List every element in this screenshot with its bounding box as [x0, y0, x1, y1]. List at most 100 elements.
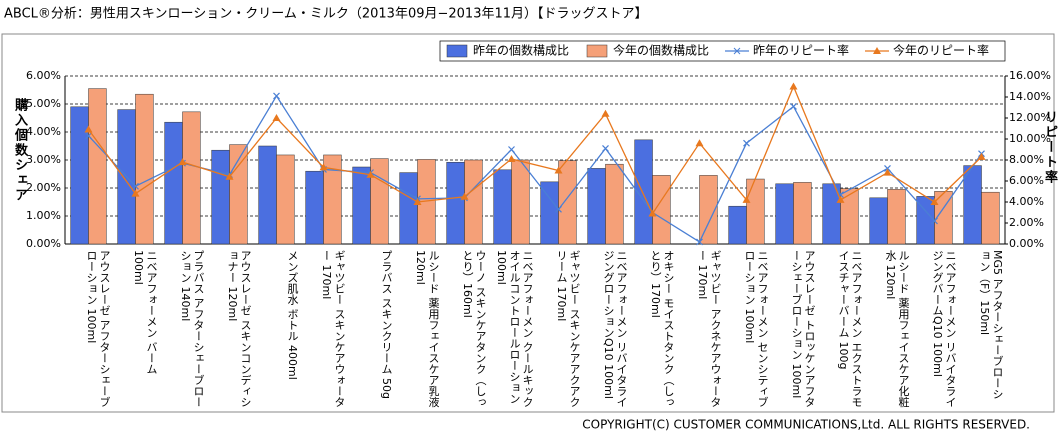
marker: [789, 82, 798, 90]
bar: [211, 149, 230, 245]
bar: [493, 169, 512, 245]
x-tick-label: オキシー モイストタンク（しっとり）170ml: [649, 250, 675, 408]
legend-swatch: [586, 44, 608, 58]
marker: [319, 163, 328, 171]
legend-marker: [733, 47, 741, 55]
bar: [746, 178, 765, 245]
y2-tick-label: 10.00%: [1009, 132, 1051, 145]
bar: [728, 205, 747, 245]
y-tick-label: 3.00%: [26, 153, 61, 166]
legend-marker: [873, 47, 881, 54]
legend-box: [439, 40, 1006, 62]
bar: [605, 163, 624, 245]
y2-axis-label: リピート率: [1042, 110, 1057, 185]
bar: [869, 197, 888, 245]
y-tick-label: 1.00%: [26, 209, 61, 222]
marker: [272, 114, 281, 121]
x-tick-label: プラバス アフターシェーブローション 140ml: [179, 250, 205, 408]
marker: [743, 139, 750, 147]
x-tick-label: プラバス スキンクリーム 50g: [380, 250, 393, 399]
y-axis-label: 購入個数シェア: [12, 98, 27, 203]
marker: [225, 172, 234, 180]
x-tick-label: ウーノ スキンケアタンク（しっとり）160ml: [461, 250, 487, 408]
bar: [164, 121, 183, 245]
marker: [131, 189, 140, 197]
bar: [70, 106, 89, 245]
marker: [273, 92, 280, 100]
bar: [587, 168, 606, 245]
legend-label: 今年のリピート率: [893, 43, 989, 58]
marker: [554, 166, 563, 174]
bar: [88, 88, 107, 245]
x-tick-label: ギャツビー アクネケアウォーター 170ml: [696, 250, 722, 408]
marker: [366, 170, 375, 178]
bar: [464, 159, 483, 245]
marker: [178, 158, 187, 166]
y-tick-label: 6.00%: [26, 69, 61, 82]
x-tick-label: ルシード 薬用フェイスケア乳液 120ml: [414, 250, 440, 408]
marker: [883, 168, 892, 176]
bar: [840, 188, 859, 245]
chart-title: ABCL®分析：男性用スキンローション・クリーム・ミルク（2013年09月−20…: [4, 7, 648, 22]
marker: [460, 192, 469, 200]
y2-tick-label: 4.00%: [1009, 195, 1044, 208]
x-tick-label: ニベアフォーメン リバイタライジングローションQ10 100ml: [602, 250, 628, 408]
marker: [85, 132, 92, 140]
bar: [305, 170, 324, 245]
marker: [601, 109, 610, 117]
marker: [132, 182, 139, 190]
legend-swatch: [446, 44, 468, 58]
y-tick-label: 5.00%: [26, 97, 61, 110]
bar: [135, 93, 154, 245]
marker: [413, 198, 422, 205]
marker: [977, 152, 986, 160]
bar: [229, 144, 248, 245]
x-tick-label: MG5 アフターシェーブローション（F）150ml: [978, 250, 1004, 400]
y2-tick-label: 8.00%: [1009, 153, 1044, 166]
chart-frame: [1, 33, 1055, 413]
y2-tick-label: 2.00%: [1009, 216, 1044, 229]
marker: [508, 146, 515, 153]
y2-tick-label: 0.00%: [1009, 237, 1044, 250]
bar: [887, 189, 906, 245]
marker: [555, 205, 562, 213]
marker: [930, 198, 939, 205]
legend-label: 昨年のリピート率: [753, 43, 849, 58]
y-tick-label: 0.00%: [26, 237, 61, 250]
y2-tick-label: 16.00%: [1009, 69, 1051, 82]
marker: [696, 238, 703, 246]
line: [87, 84, 982, 215]
marker: [84, 125, 93, 133]
x-tick-label: ニベアフォーメン クールキックオイルコントロールローション 100ml: [495, 250, 534, 408]
bar: [540, 181, 559, 245]
bar: [323, 154, 342, 245]
bar: [399, 172, 418, 245]
bar: [699, 175, 718, 245]
x-tick-label: アウスレーゼ アフターシェーブローション 100ml: [85, 250, 111, 408]
bar: [370, 158, 389, 245]
x-tick-label: アウスレーゼ スキンコンディショナー 120ml: [226, 250, 252, 408]
bar: [258, 145, 277, 245]
marker: [790, 103, 797, 110]
y-tick-label: 2.00%: [26, 181, 61, 194]
marker: [648, 209, 657, 217]
x-tick-label: ギャツビー スキンケアウォーター 170ml: [320, 250, 346, 408]
x-tick-label: ニベアフォーメン エクストラモイスチャーバーム 100g: [837, 250, 863, 408]
marker: [884, 164, 891, 172]
bar: [963, 165, 982, 245]
x-tick-label: ギャツビー スキンケアアクアクリーム 170ml: [555, 250, 581, 408]
bar: [775, 183, 794, 245]
bar: [352, 166, 371, 245]
bar: [934, 191, 953, 245]
legend-label: 今年の個数構成比: [613, 43, 709, 58]
y2-tick-label: 12.00%: [1009, 111, 1051, 124]
marker: [931, 217, 938, 225]
bar: [793, 182, 812, 245]
y2-tick-label: 6.00%: [1009, 174, 1044, 187]
footer: COPYRIGHT(C) CUSTOMER COMMUNICATIONS,Ltd…: [582, 418, 1030, 432]
bar: [182, 111, 201, 245]
x-tick-label: ニベアフォーメン センシティブローション 100ml: [743, 250, 769, 408]
y2-tick-label: 14.00%: [1009, 90, 1051, 103]
